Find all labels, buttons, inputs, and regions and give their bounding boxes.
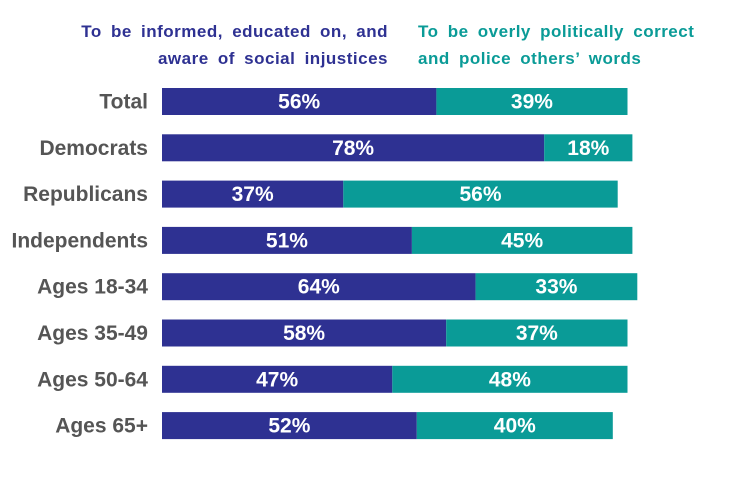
category-label-democrats: Democrats: [39, 137, 148, 160]
value-label-democrats-series1: 78%: [332, 137, 374, 160]
value-label-independents-series1: 51%: [266, 229, 308, 252]
category-label-ages-65: Ages 65+: [55, 415, 148, 438]
legend-series-informed-line2: aware of social injustices: [157, 49, 388, 68]
value-label-ages-65-series1: 52%: [268, 415, 310, 438]
bar-ages-35-49-series2: [446, 319, 628, 347]
bar-total-series1: [162, 88, 437, 115]
legend-series-informed-line1: To be informed, educated on, and: [81, 22, 388, 41]
value-label-ages-35-49-series2: 37%: [516, 322, 558, 345]
category-label-republicans: Republicans: [23, 183, 148, 206]
bar-ages-65-series1: [162, 412, 417, 440]
value-label-ages-50-64-series2: 48%: [489, 368, 531, 391]
bar-independents-series2: [411, 226, 633, 254]
bar-independents-series1: [162, 226, 412, 254]
bar-ages-35-49-series1: [162, 319, 447, 347]
category-label-total: Total: [99, 91, 148, 114]
bar-democrats-series2: [544, 134, 633, 162]
legend-series-pc-line2: and police others’ words: [418, 49, 642, 68]
value-label-republicans-series1: 37%: [232, 183, 274, 206]
value-label-ages-35-49-series1: 58%: [283, 322, 325, 345]
legend-series-pc-line1: To be overly politically correct: [418, 22, 695, 41]
bar-ages-50-64-series1: [162, 365, 393, 393]
bar-republicans-series1: [162, 180, 344, 208]
legend-series-informed: To be informed, educated on, and aware o…: [10, 18, 388, 72]
category-label-ages-18-34: Ages 18-34: [37, 276, 148, 299]
value-label-ages-18-34-series2: 33%: [535, 276, 577, 299]
bar-ages-50-64-series2: [392, 365, 628, 393]
bar-republicans-series2: [343, 180, 618, 208]
value-label-ages-65-series2: 40%: [494, 415, 536, 438]
bar-ages-18-34-series2: [475, 273, 638, 301]
category-label-ages-50-64: Ages 50-64: [37, 368, 148, 391]
value-label-republicans-series2: 56%: [459, 183, 501, 206]
value-label-democrats-series2: 18%: [567, 137, 609, 160]
value-label-independents-series2: 45%: [501, 229, 543, 252]
bar-democrats-series1: [162, 134, 545, 162]
category-label-independents: Independents: [11, 229, 148, 252]
value-label-ages-18-34-series1: 64%: [298, 276, 340, 299]
value-label-total-series2: 39%: [511, 91, 553, 114]
bar-total-series2: [436, 88, 628, 115]
value-label-ages-50-64-series1: 47%: [256, 368, 298, 391]
value-label-total-series1: 56%: [278, 91, 320, 114]
bar-ages-65-series2: [416, 412, 613, 440]
legend-series-politically-correct: To be overly politically correct and pol…: [418, 18, 736, 72]
bar-ages-18-34-series1: [162, 273, 476, 301]
category-label-ages-35-49: Ages 35-49: [37, 322, 148, 345]
